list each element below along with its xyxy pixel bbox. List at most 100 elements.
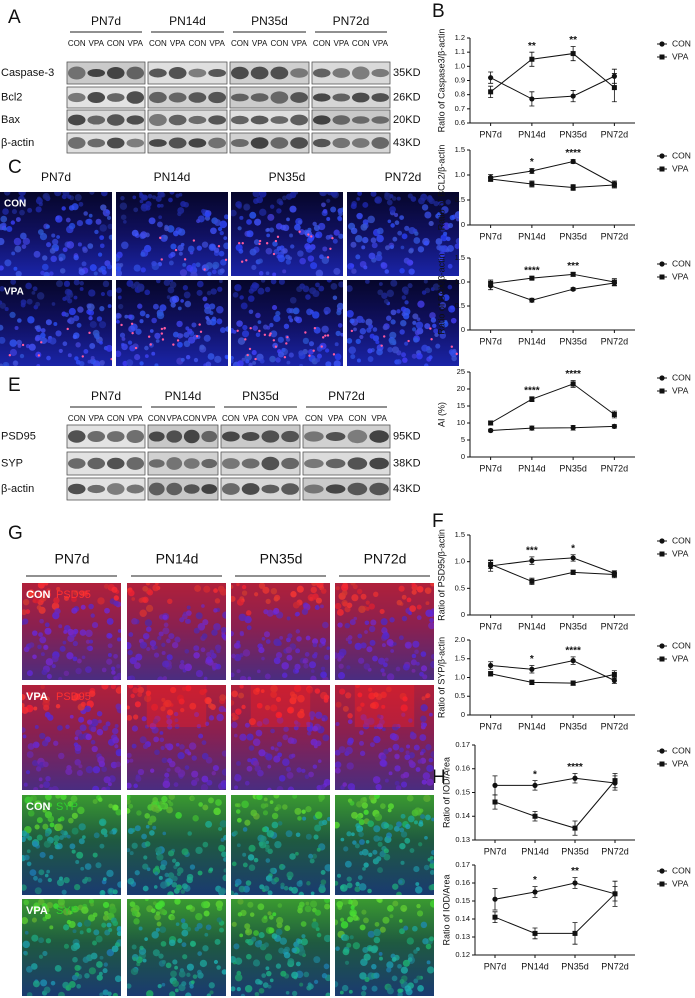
cell	[267, 214, 274, 221]
cell	[425, 610, 432, 617]
lane-label: CON	[107, 39, 125, 48]
cell	[60, 830, 64, 834]
x-tick-label: PN35d	[559, 621, 587, 631]
data-point	[529, 57, 534, 62]
cell	[62, 189, 69, 196]
cell	[65, 289, 72, 296]
cell	[213, 765, 219, 771]
cell	[280, 883, 284, 887]
cell	[190, 864, 195, 869]
cell	[266, 599, 271, 604]
cell	[321, 870, 326, 875]
cell	[235, 774, 240, 779]
cell	[45, 833, 49, 837]
blot-band	[261, 430, 279, 442]
cell	[234, 715, 239, 720]
cell	[419, 809, 423, 813]
cell	[382, 672, 386, 676]
blot-band	[369, 483, 389, 495]
cell	[346, 285, 353, 292]
cell	[161, 746, 165, 750]
cell	[362, 985, 367, 990]
blot-band	[304, 485, 324, 494]
cell	[64, 944, 69, 949]
cell	[337, 622, 342, 627]
cell	[229, 890, 234, 895]
cell	[45, 622, 50, 627]
cell	[92, 786, 99, 793]
signal	[285, 342, 287, 344]
cell	[48, 878, 52, 882]
cell	[377, 228, 384, 235]
cell	[416, 767, 421, 772]
signal	[407, 340, 409, 342]
cell	[288, 787, 294, 793]
cell	[159, 737, 164, 742]
cell	[75, 860, 79, 864]
cell	[321, 326, 328, 333]
significance-label: ****	[524, 265, 540, 276]
cell	[157, 222, 163, 228]
cell	[26, 966, 33, 973]
x-tick-label: PN14d	[518, 721, 546, 731]
cell	[324, 655, 329, 660]
cell	[353, 328, 357, 332]
blot-band	[251, 93, 269, 101]
cell	[223, 857, 228, 862]
cell	[23, 951, 27, 955]
cell	[319, 643, 323, 647]
cell	[267, 788, 272, 793]
cell	[272, 241, 277, 246]
x-tick-label: PN72d	[601, 336, 629, 346]
cell	[55, 215, 62, 222]
cell	[72, 828, 79, 835]
x-tick-label: PN35d	[561, 846, 589, 856]
cell	[170, 252, 175, 257]
cell	[19, 210, 25, 216]
cell	[21, 830, 27, 836]
cell	[146, 990, 153, 997]
series-line	[491, 384, 615, 423]
blot-size-label: 43KD	[393, 137, 421, 149]
blot-band	[332, 115, 350, 124]
cell	[90, 903, 94, 907]
micrograph	[229, 278, 345, 369]
y-tick-label: 0.9	[455, 75, 465, 84]
cell	[42, 951, 47, 956]
series-line	[491, 558, 615, 573]
cell	[254, 592, 258, 596]
cell	[343, 706, 349, 712]
lane-label: CON	[270, 39, 288, 48]
lane-label: VPA	[373, 39, 389, 48]
cell	[147, 867, 151, 871]
cell	[62, 206, 66, 210]
cell	[362, 802, 368, 808]
micro-row-group: CON	[26, 801, 51, 813]
cell	[25, 931, 29, 935]
cell	[108, 643, 113, 648]
cell	[379, 952, 383, 956]
cell	[143, 959, 147, 963]
cell	[376, 349, 383, 356]
cell	[127, 878, 134, 885]
cell	[250, 249, 257, 256]
cell	[336, 310, 341, 315]
cell	[407, 795, 414, 802]
cell	[113, 654, 118, 659]
cell	[75, 744, 82, 751]
x-tick-label: PN7d	[479, 231, 502, 241]
cell	[113, 676, 117, 680]
cell	[259, 884, 264, 889]
cell	[99, 972, 103, 976]
cell	[35, 302, 40, 307]
cell	[258, 647, 264, 653]
cell	[108, 653, 112, 657]
cell	[416, 662, 420, 666]
cell	[436, 238, 443, 245]
cell	[101, 923, 106, 928]
cell	[38, 229, 44, 235]
blot-band	[68, 67, 86, 80]
cell	[262, 827, 267, 832]
cell	[185, 749, 190, 754]
micrograph	[126, 897, 227, 998]
